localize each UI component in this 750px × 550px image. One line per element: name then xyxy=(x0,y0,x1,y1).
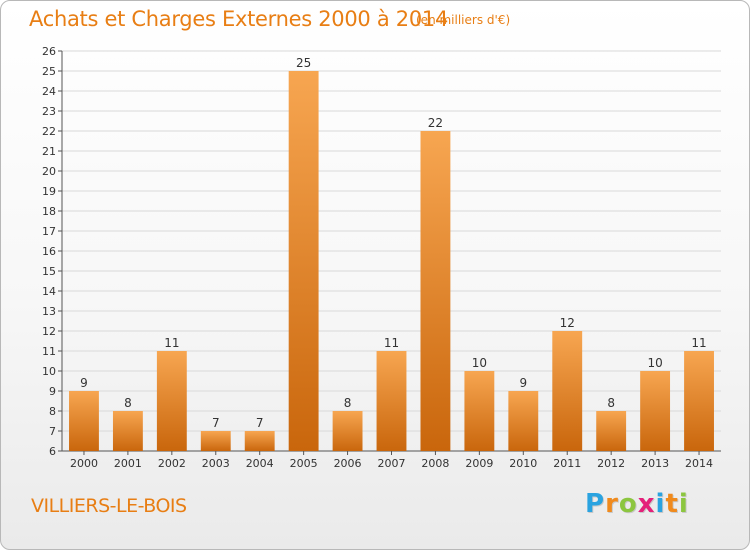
bar-2011[interactable] xyxy=(552,331,583,451)
bar-2010[interactable] xyxy=(508,391,539,451)
x-tick-label: 2012 xyxy=(597,457,625,470)
bar-2012[interactable] xyxy=(596,411,627,451)
x-tick-label: 2003 xyxy=(202,457,230,470)
x-tick-label: 2013 xyxy=(641,457,669,470)
bar-2007[interactable] xyxy=(376,351,407,451)
logo-letter: o xyxy=(618,489,638,519)
y-tick-label: 22 xyxy=(42,125,56,138)
x-tick-label: 2011 xyxy=(553,457,581,470)
data-label: 25 xyxy=(296,56,311,70)
y-tick-label: 10 xyxy=(42,365,56,378)
y-tick-label: 16 xyxy=(42,245,56,258)
y-tick-label: 24 xyxy=(42,85,56,98)
y-tick-label: 23 xyxy=(42,105,56,118)
data-label: 9 xyxy=(519,376,527,390)
x-tick-label: 2000 xyxy=(70,457,98,470)
x-tick-label: 2002 xyxy=(158,457,186,470)
chart-title: Achats et Charges Externes 2000 à 2014 xyxy=(29,7,449,31)
town-name: VILLIERS-LE-BOIS xyxy=(31,495,187,517)
bar-2014[interactable] xyxy=(684,351,714,451)
data-label: 8 xyxy=(344,396,352,410)
y-tick-label: 7 xyxy=(49,425,56,438)
bar-2004[interactable] xyxy=(244,431,275,451)
bar-2002[interactable] xyxy=(156,351,187,451)
data-label: 7 xyxy=(212,416,220,430)
logo-letter: i xyxy=(678,489,689,519)
data-label: 11 xyxy=(164,336,179,350)
bar-2000[interactable] xyxy=(69,391,99,451)
x-tick-label: 2014 xyxy=(685,457,713,470)
y-tick-label: 12 xyxy=(42,325,56,338)
x-tick-label: 2010 xyxy=(509,457,537,470)
logo-letter: x xyxy=(637,489,656,519)
logo-letter: r xyxy=(605,489,619,519)
x-tick-label: 2007 xyxy=(378,457,406,470)
data-label: 10 xyxy=(472,356,487,370)
bar-2008[interactable] xyxy=(420,131,451,451)
x-tick-label: 2008 xyxy=(421,457,449,470)
bar-chart: 6 7 8 9 10 11 12 13 14 15 16 17 18 19 20 21 22 23 24 25 26 9 2… xyxy=(42,45,721,470)
y-tick-label: 14 xyxy=(42,285,56,298)
logo-letter: P xyxy=(585,489,606,519)
bars xyxy=(69,71,714,451)
y-tick-label: 19 xyxy=(42,185,56,198)
bar-2005[interactable] xyxy=(288,71,319,451)
y-tick-label: 6 xyxy=(49,445,56,458)
logo-letter: i xyxy=(655,489,666,519)
labels: 6 7 8 9 10 11 12 13 14 15 16 17 18 19 20 21 22 23 24 25 26 9 2… xyxy=(42,45,713,470)
y-tick-label: 21 xyxy=(42,145,56,158)
bar-2006[interactable] xyxy=(332,411,363,451)
x-tick-label: 2006 xyxy=(334,457,362,470)
y-tick-label: 9 xyxy=(49,385,56,398)
logo-letter: t xyxy=(665,489,679,519)
y-tick-label: 8 xyxy=(49,405,56,418)
data-label: 7 xyxy=(256,416,264,430)
y-tick-label: 17 xyxy=(42,225,56,238)
proxiti-logo[interactable]: Proxiti xyxy=(585,489,689,519)
bar-2001[interactable] xyxy=(112,411,143,451)
bar-2003[interactable] xyxy=(200,431,231,451)
data-label: 10 xyxy=(647,356,662,370)
y-tick-label: 18 xyxy=(42,205,56,218)
y-tick-label: 20 xyxy=(42,165,56,178)
chart-subtitle: (en milliers d'€) xyxy=(416,13,511,27)
bar-2013[interactable] xyxy=(640,371,671,451)
data-label: 8 xyxy=(124,396,132,410)
data-label: 12 xyxy=(560,316,575,330)
data-label: 11 xyxy=(384,336,399,350)
data-label: 11 xyxy=(691,336,706,350)
y-tick-label: 13 xyxy=(42,305,56,318)
y-tick-label: 25 xyxy=(42,65,56,78)
x-tick-label: 2004 xyxy=(246,457,274,470)
data-label: 9 xyxy=(80,376,88,390)
bar-2009[interactable] xyxy=(464,371,495,451)
y-tick-label: 11 xyxy=(42,345,56,358)
y-tick-label: 26 xyxy=(42,45,56,58)
x-tick-label: 2001 xyxy=(114,457,142,470)
y-tick-label: 15 xyxy=(42,265,56,278)
data-label: 22 xyxy=(428,116,443,130)
x-tick-label: 2005 xyxy=(290,457,318,470)
x-tick-label: 2009 xyxy=(465,457,493,470)
data-label: 8 xyxy=(607,396,615,410)
